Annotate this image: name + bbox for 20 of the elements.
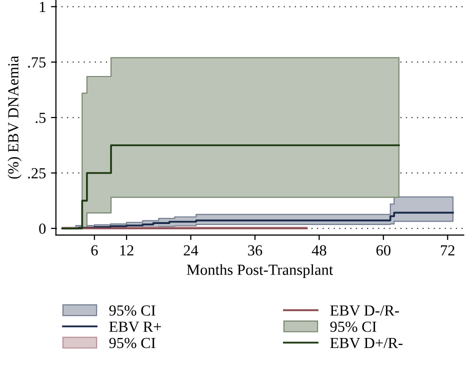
x-tick-label: 6 (91, 245, 98, 256)
x-tick-label: 60 (376, 245, 390, 256)
x-axis-title: Months Post-Transplant (186, 264, 334, 278)
y-tick-label: .25 (28, 168, 46, 178)
y-tick-label: .5 (36, 112, 46, 124)
legend-label: EBV D-/R- (330, 305, 399, 316)
legend-label: EBV R+ (109, 322, 161, 332)
x-tick-label: 48 (312, 245, 326, 256)
x-tick-label: 24 (184, 245, 198, 256)
text: 95% CI (109, 305, 156, 316)
x-tick-label: 12 (120, 245, 134, 256)
text: 95% CI (330, 322, 376, 332)
text: 95% CI (109, 338, 156, 348)
x-tick-label: 36 (248, 245, 262, 256)
legend-label: EBV D+/R- (330, 338, 402, 348)
y-tick-label: 1 (40, 2, 46, 12)
y-axis-title: (%) EBV DNAemia (8, 56, 22, 179)
y-tick-label: .75 (28, 57, 46, 68)
y-tick-label: 0 (39, 224, 46, 234)
x-tick-label: 72 (440, 245, 454, 256)
